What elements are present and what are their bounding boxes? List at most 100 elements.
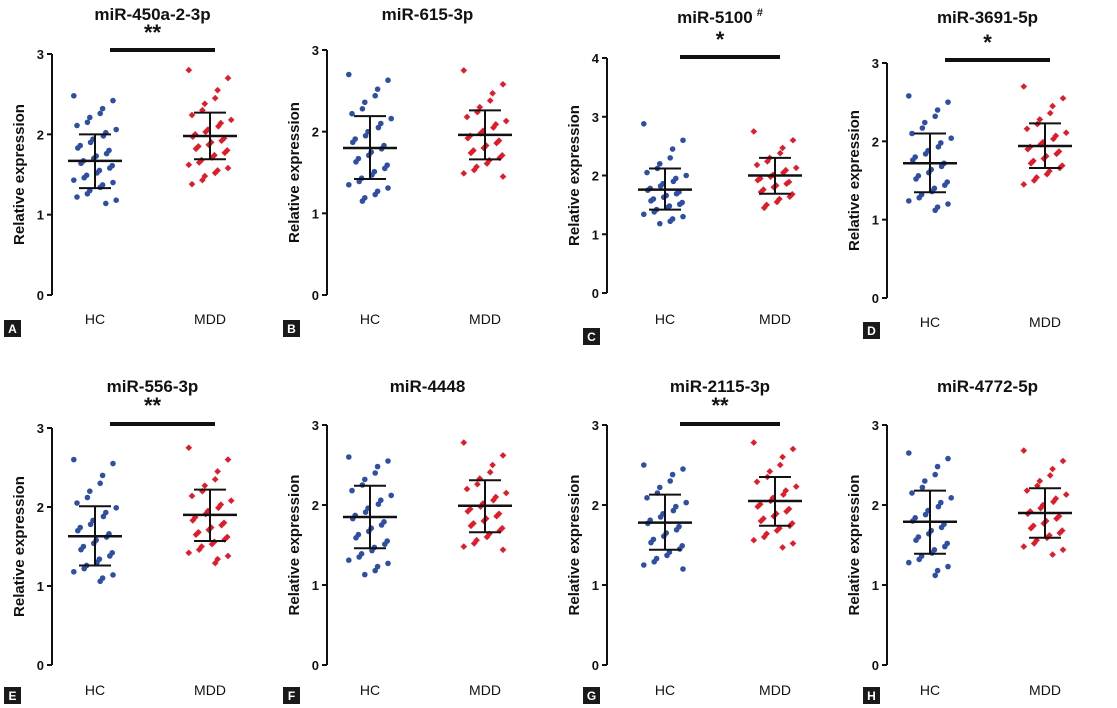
data-point-hc	[935, 503, 942, 510]
data-point-mdd	[757, 188, 765, 196]
data-point-mdd	[215, 504, 222, 512]
data-point-hc	[99, 105, 106, 112]
panel-label-box	[283, 320, 300, 337]
data-point-hc	[87, 521, 94, 528]
x-tick-label: HC	[360, 682, 380, 698]
data-point-mdd	[188, 492, 196, 500]
data-point-mdd	[783, 180, 790, 188]
x-tick-label: HC	[655, 311, 675, 327]
data-point-mdd	[482, 142, 490, 149]
data-point-mdd	[769, 494, 777, 502]
y-tick-label: 1	[312, 578, 319, 593]
data-point-mdd	[789, 445, 797, 453]
data-point-mdd	[1049, 551, 1056, 558]
data-point-mdd	[783, 508, 790, 515]
data-point-hc	[657, 160, 663, 167]
data-point-hc	[945, 99, 951, 105]
data-point-mdd	[1053, 150, 1060, 158]
data-point-mdd	[779, 453, 786, 461]
y-tick-label: 3	[592, 110, 599, 125]
data-point-mdd	[477, 130, 484, 137]
data-point-hc	[922, 478, 928, 484]
y-tick-label: 2	[592, 169, 599, 184]
x-tick-label: HC	[85, 682, 105, 698]
data-point-hc	[87, 114, 93, 121]
data-point-hc	[353, 159, 359, 165]
data-point-mdd	[191, 131, 199, 138]
data-point-hc	[670, 178, 677, 185]
data-point-mdd	[486, 468, 494, 476]
significance-label: **	[144, 393, 162, 418]
panel-label-box	[4, 687, 21, 704]
data-point-hc	[667, 218, 673, 225]
panel-label: A	[8, 322, 17, 336]
y-axis-label: Relative expression	[846, 475, 863, 616]
data-point-hc	[935, 144, 942, 150]
data-point-mdd	[1036, 477, 1044, 485]
data-point-hc	[680, 137, 686, 144]
data-point-mdd	[776, 149, 784, 157]
data-point-hc	[922, 151, 929, 157]
panel-f: miR-4448 0 1 2 3 Relative expression HC MDD F	[283, 377, 512, 704]
data-point-hc	[388, 492, 395, 499]
data-point-mdd	[1046, 109, 1054, 117]
data-point-hc	[657, 183, 664, 189]
data-point-hc	[353, 535, 359, 541]
data-point-hc	[938, 163, 945, 170]
data-point-hc	[644, 169, 650, 176]
data-point-hc	[349, 487, 355, 494]
data-point-hc	[346, 557, 352, 563]
data-point-hc	[103, 200, 109, 207]
data-point-mdd	[211, 476, 219, 483]
y-tick-label: 0	[592, 658, 599, 673]
data-point-mdd	[464, 134, 472, 142]
data-point-mdd	[211, 94, 219, 102]
data-point-mdd	[470, 540, 478, 547]
data-point-hc	[683, 172, 689, 179]
data-point-hc	[680, 466, 686, 472]
data-point-mdd	[1050, 498, 1057, 506]
y-tick-label: 0	[872, 658, 879, 673]
data-point-mdd	[502, 489, 510, 497]
data-point-hc	[87, 488, 93, 495]
chart-title: miR-3691-5p	[937, 8, 1038, 27]
data-point-hc	[356, 178, 363, 185]
data-point-mdd	[223, 147, 231, 154]
chart-title: miR-556-3p	[107, 377, 199, 396]
chart-title: miR-450a-2-3p	[94, 5, 210, 24]
data-point-hc	[667, 155, 673, 161]
data-point-hc	[113, 504, 119, 511]
y-tick-label: 1	[37, 579, 44, 594]
data-point-hc	[113, 126, 119, 133]
chart-title: miR-5100 #	[677, 7, 763, 27]
data-point-hc	[385, 560, 391, 567]
y-tick-label: 3	[312, 418, 319, 433]
data-point-mdd	[1046, 472, 1054, 479]
data-point-mdd	[483, 533, 491, 541]
x-tick-label: HC	[360, 311, 380, 327]
y-axis-label: Relative expression	[846, 110, 863, 251]
data-point-mdd	[211, 559, 219, 567]
chart-title: miR-4448	[390, 377, 466, 396]
data-point-mdd	[185, 161, 193, 169]
chart-title: miR-2115-3p	[670, 377, 770, 396]
data-point-mdd	[185, 549, 193, 557]
data-point-mdd	[792, 164, 800, 172]
data-point-hc	[346, 181, 352, 188]
x-tick-label: HC	[920, 682, 940, 698]
y-tick-label: 0	[312, 658, 319, 673]
data-point-mdd	[750, 536, 758, 544]
data-point-hc	[350, 139, 356, 146]
data-point-hc	[669, 471, 676, 478]
data-point-hc	[945, 455, 951, 462]
data-point-mdd	[750, 439, 758, 446]
y-tick-label: 2	[37, 127, 44, 142]
data-point-hc	[648, 539, 654, 546]
data-point-hc	[932, 572, 938, 579]
title-superscript: #	[757, 7, 763, 19]
data-point-mdd	[474, 480, 481, 488]
data-point-mdd	[185, 444, 193, 452]
data-point-mdd	[792, 483, 800, 490]
data-point-hc	[356, 554, 363, 560]
data-point-hc	[378, 120, 384, 127]
